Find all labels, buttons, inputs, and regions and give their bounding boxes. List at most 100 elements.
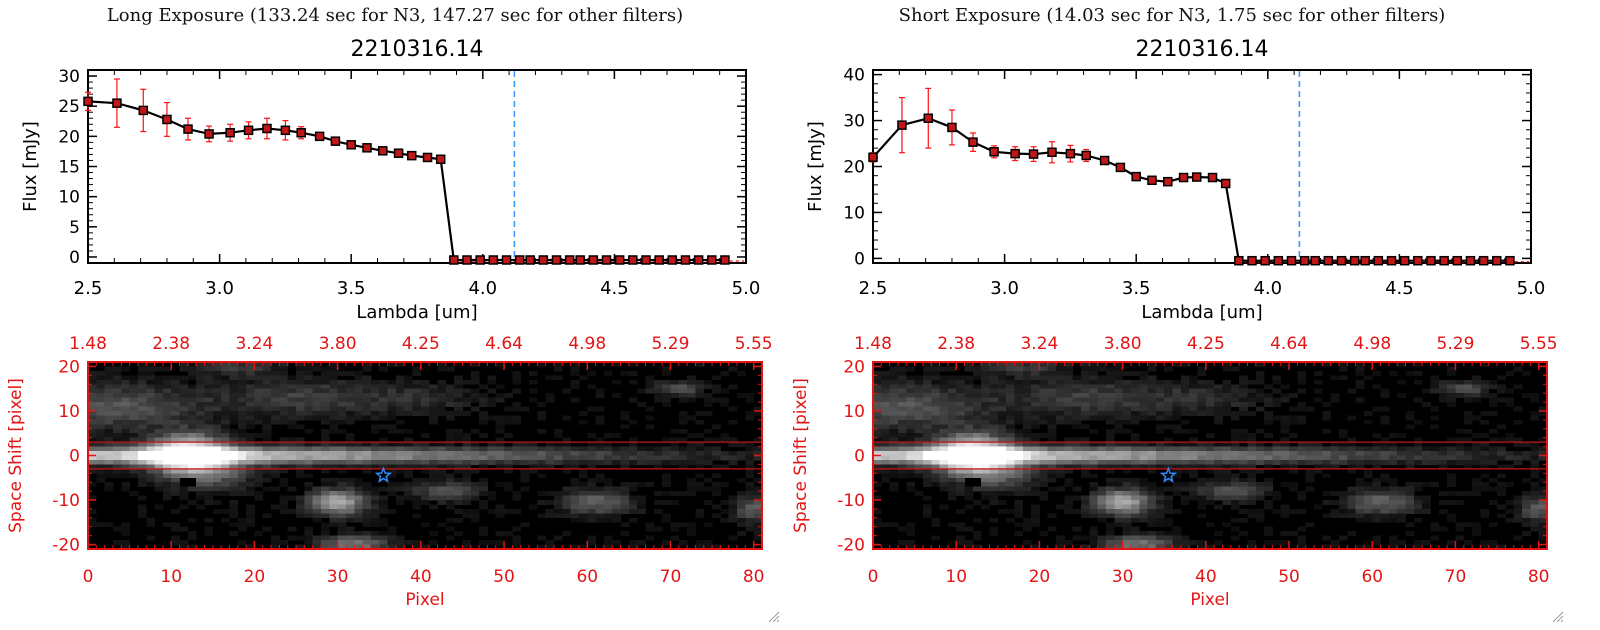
- image-pixel: [1455, 522, 1465, 528]
- pixel-tick-label: 60: [576, 567, 598, 587]
- image-pixel: [379, 531, 388, 537]
- image-pixel: [1472, 446, 1481, 452]
- image-pixel: [221, 419, 230, 425]
- image-pixel: [906, 540, 915, 545]
- image-pixel: [387, 410, 397, 416]
- image-pixel: [1413, 495, 1423, 501]
- image-pixel: [653, 508, 663, 514]
- image-pixel: [221, 508, 230, 514]
- image-pixel: [196, 384, 205, 390]
- image-pixel: [687, 375, 696, 381]
- image-pixel: [437, 388, 447, 394]
- image-pixel: [662, 513, 671, 519]
- image-pixel: [395, 455, 405, 461]
- image-pixel: [429, 459, 438, 465]
- wavelength-tick-label: 4.64: [485, 334, 523, 354]
- y-tick-label: 10: [843, 203, 865, 223]
- image-pixel: [1480, 464, 1490, 470]
- image-pixel: [964, 366, 974, 372]
- image-pixel: [1513, 504, 1523, 510]
- image-pixel: [212, 393, 222, 399]
- image-pixel: [628, 370, 638, 376]
- image-pixel: [989, 433, 999, 439]
- image-pixel: [537, 464, 547, 470]
- image-pixel: [204, 451, 214, 456]
- image-pixel: [1305, 442, 1315, 447]
- image-pixel: [254, 384, 264, 390]
- image-pixel: [537, 428, 547, 434]
- image-pixel: [121, 402, 130, 407]
- image-pixel: [1006, 375, 1015, 381]
- image-pixel: [1222, 455, 1232, 461]
- image-pixel: [271, 419, 280, 425]
- image-pixel: [645, 415, 655, 421]
- image-pixel: [1214, 406, 1223, 412]
- data-point-marker: [1299, 255, 1310, 266]
- image-pixel: [146, 522, 155, 528]
- image-pixel: [1264, 433, 1273, 439]
- image-pixel: [1014, 362, 1024, 367]
- image-pixel: [1230, 437, 1240, 443]
- image-pixel: [1247, 397, 1257, 403]
- image-pixel: [1472, 397, 1481, 403]
- image-pixel: [246, 504, 255, 510]
- image-pixel: [922, 468, 932, 474]
- y-axis-label: Flux [mJy]: [20, 121, 41, 212]
- image-pixel: [96, 433, 106, 439]
- image-pixel: [1197, 495, 1207, 501]
- image-pixel: [1122, 517, 1132, 523]
- image-pixel: [972, 517, 982, 523]
- image-pixel: [337, 495, 347, 501]
- image-pixel: [370, 388, 380, 394]
- image-pixel: [906, 451, 915, 456]
- image-pixel: [1155, 446, 1165, 452]
- image-pixel: [1039, 442, 1049, 447]
- image-pixel: [1031, 388, 1040, 394]
- image-pixel: [897, 428, 907, 434]
- image-pixel: [1155, 384, 1165, 390]
- image-pixel: [254, 406, 264, 412]
- image-pixel: [520, 522, 530, 528]
- image-pixel: [1530, 410, 1540, 416]
- image-pixel: [1214, 393, 1223, 399]
- image-pixel: [429, 482, 438, 488]
- image-pixel: [404, 442, 413, 447]
- image-pixel: [1155, 517, 1165, 523]
- image-pixel: [1397, 495, 1406, 501]
- image-pixel: [914, 415, 924, 421]
- chart-title: 2210316.14: [351, 37, 484, 62]
- image-pixel: [337, 397, 347, 403]
- image-pixel: [670, 455, 680, 461]
- image-pixel: [1047, 402, 1057, 407]
- image-pixel: [1463, 384, 1473, 390]
- image-pixel: [1197, 455, 1207, 461]
- image-pixel: [1064, 370, 1074, 376]
- image-pixel: [1064, 495, 1074, 501]
- image-pixel: [1089, 410, 1099, 416]
- image-pixel: [246, 486, 255, 492]
- image-pixel: [104, 419, 114, 425]
- resize-grip-icon[interactable]: [768, 611, 780, 623]
- image-pixel: [221, 362, 230, 367]
- image-pixel: [964, 468, 974, 474]
- wavelength-tick-label: 5.55: [735, 334, 773, 354]
- image-pixel: [420, 402, 430, 407]
- image-pixel: [395, 442, 405, 447]
- image-pixel: [512, 544, 522, 550]
- image-pixel: [104, 415, 114, 421]
- image-pixel: [454, 455, 463, 461]
- image-pixel: [1513, 366, 1523, 372]
- image-pixel: [578, 491, 588, 496]
- image-pixel: [254, 468, 264, 474]
- image-pixel: [1064, 446, 1074, 452]
- image-pixel: [204, 402, 214, 407]
- image-pixel: [246, 522, 255, 528]
- image-pixel: [1197, 384, 1207, 390]
- image-pixel: [1255, 393, 1265, 399]
- image-pixel: [129, 468, 139, 474]
- image-pixel: [1355, 482, 1365, 488]
- image-pixel: [162, 393, 172, 399]
- x-tick-label: 4.5: [1385, 278, 1414, 299]
- data-point-marker: [435, 154, 446, 165]
- image-pixel: [237, 379, 247, 385]
